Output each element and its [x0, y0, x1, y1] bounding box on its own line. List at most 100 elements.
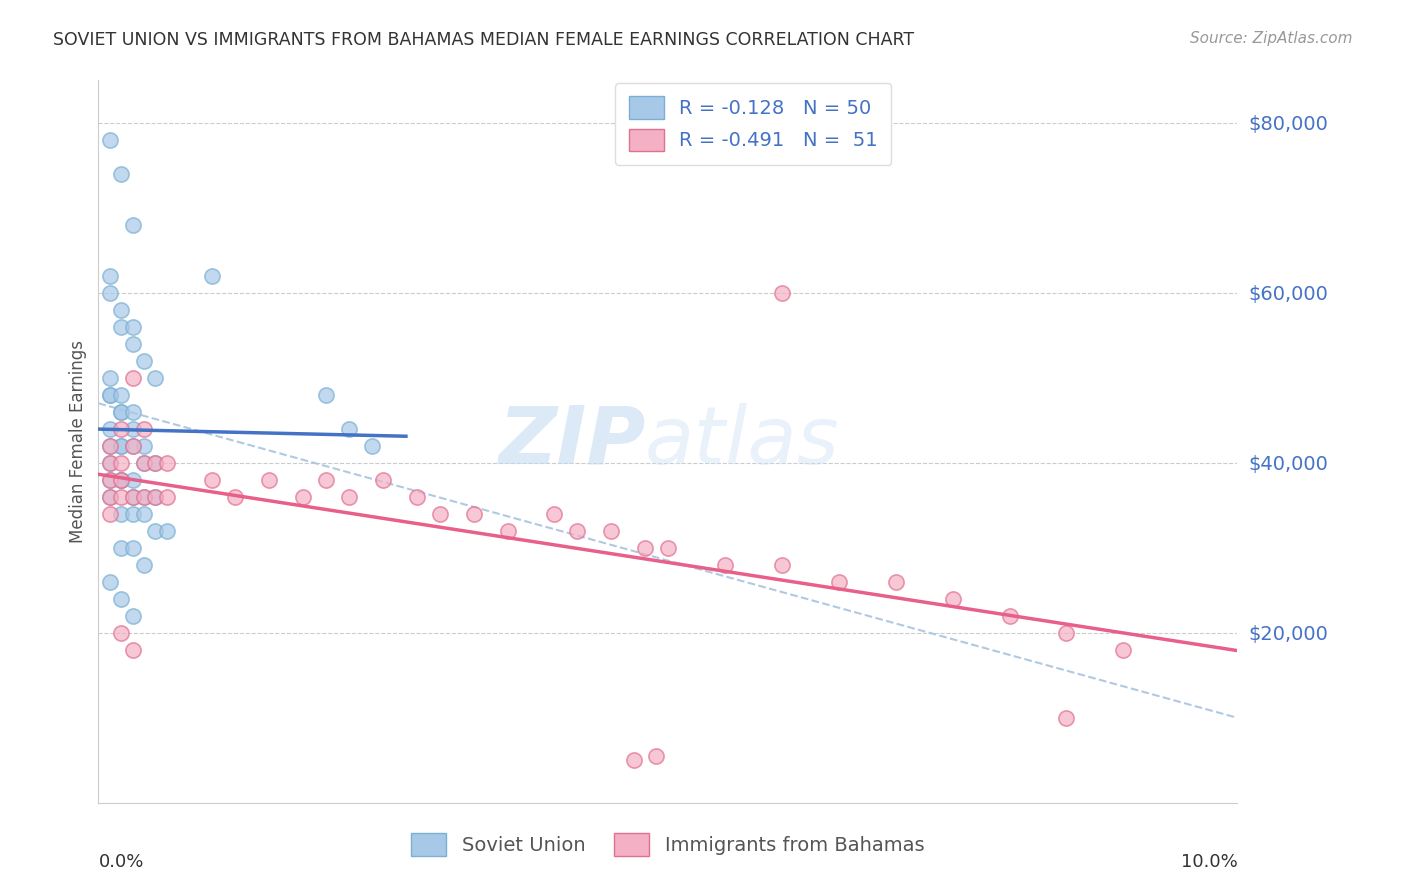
Point: [110, 456, 132, 470]
Point: [463, 507, 485, 521]
Point: [337, 422, 360, 436]
Point: [121, 541, 143, 555]
Point: [110, 167, 132, 181]
Point: [98, 439, 121, 453]
Text: Source: ZipAtlas.com: Source: ZipAtlas.com: [1189, 31, 1353, 46]
Point: [565, 524, 588, 538]
Text: ZIP: ZIP: [498, 402, 645, 481]
Point: [145, 456, 167, 470]
Point: [121, 439, 143, 453]
Point: [98, 388, 121, 402]
Point: [292, 490, 315, 504]
Point: [315, 388, 337, 402]
Point: [110, 439, 132, 453]
Point: [98, 133, 121, 147]
Point: [224, 490, 246, 504]
Point: [98, 456, 121, 470]
Point: [121, 642, 143, 657]
Point: [110, 388, 132, 402]
Point: [132, 353, 155, 368]
Point: [145, 490, 167, 504]
Point: [145, 490, 167, 504]
Point: [259, 473, 281, 487]
Point: [132, 558, 155, 572]
Point: [98, 388, 121, 402]
Point: [121, 422, 143, 436]
Point: [110, 625, 132, 640]
Point: [98, 371, 121, 385]
Point: [623, 753, 645, 767]
Point: [98, 507, 121, 521]
Point: [337, 490, 360, 504]
Point: [201, 473, 224, 487]
Point: [156, 524, 179, 538]
Point: [884, 574, 907, 589]
Point: [121, 319, 143, 334]
Point: [98, 456, 121, 470]
Point: [110, 490, 132, 504]
Point: [110, 541, 132, 555]
Point: [828, 574, 851, 589]
Point: [110, 473, 132, 487]
Point: [132, 456, 155, 470]
Point: [132, 507, 155, 521]
Point: [121, 439, 143, 453]
Point: [132, 439, 155, 453]
Point: [110, 422, 132, 436]
Point: [998, 608, 1021, 623]
Point: [132, 490, 155, 504]
Point: [145, 456, 167, 470]
Point: [98, 490, 121, 504]
Point: [98, 490, 121, 504]
Point: [645, 749, 668, 764]
Point: [373, 473, 395, 487]
Point: [121, 336, 143, 351]
Text: SOVIET UNION VS IMMIGRANTS FROM BAHAMAS MEDIAN FEMALE EARNINGS CORRELATION CHART: SOVIET UNION VS IMMIGRANTS FROM BAHAMAS …: [53, 31, 914, 49]
Point: [110, 439, 132, 453]
Point: [942, 591, 965, 606]
Point: [1112, 642, 1135, 657]
Point: [121, 608, 143, 623]
Legend: Soviet Union, Immigrants from Bahamas: Soviet Union, Immigrants from Bahamas: [401, 823, 935, 865]
Y-axis label: Median Female Earnings: Median Female Earnings: [69, 340, 87, 543]
Point: [132, 490, 155, 504]
Point: [315, 473, 337, 487]
Point: [543, 507, 565, 521]
Point: [406, 490, 429, 504]
Point: [360, 439, 382, 453]
Point: [98, 574, 121, 589]
Point: [98, 268, 121, 283]
Point: [121, 473, 143, 487]
Point: [498, 524, 520, 538]
Text: 10.0%: 10.0%: [1181, 854, 1237, 871]
Point: [1056, 711, 1078, 725]
Point: [657, 541, 679, 555]
Point: [201, 268, 224, 283]
Point: [110, 405, 132, 419]
Text: 0.0%: 0.0%: [98, 854, 143, 871]
Point: [98, 473, 121, 487]
Point: [714, 558, 737, 572]
Point: [121, 371, 143, 385]
Point: [145, 524, 167, 538]
Point: [634, 541, 657, 555]
Point: [121, 405, 143, 419]
Point: [770, 285, 793, 300]
Point: [429, 507, 451, 521]
Point: [98, 473, 121, 487]
Point: [98, 439, 121, 453]
Point: [98, 285, 121, 300]
Point: [110, 507, 132, 521]
Point: [110, 302, 132, 317]
Point: [121, 490, 143, 504]
Point: [121, 507, 143, 521]
Point: [121, 218, 143, 232]
Point: [770, 558, 793, 572]
Point: [110, 319, 132, 334]
Point: [121, 490, 143, 504]
Point: [1056, 625, 1078, 640]
Point: [156, 456, 179, 470]
Point: [132, 456, 155, 470]
Text: atlas: atlas: [645, 402, 839, 481]
Point: [98, 422, 121, 436]
